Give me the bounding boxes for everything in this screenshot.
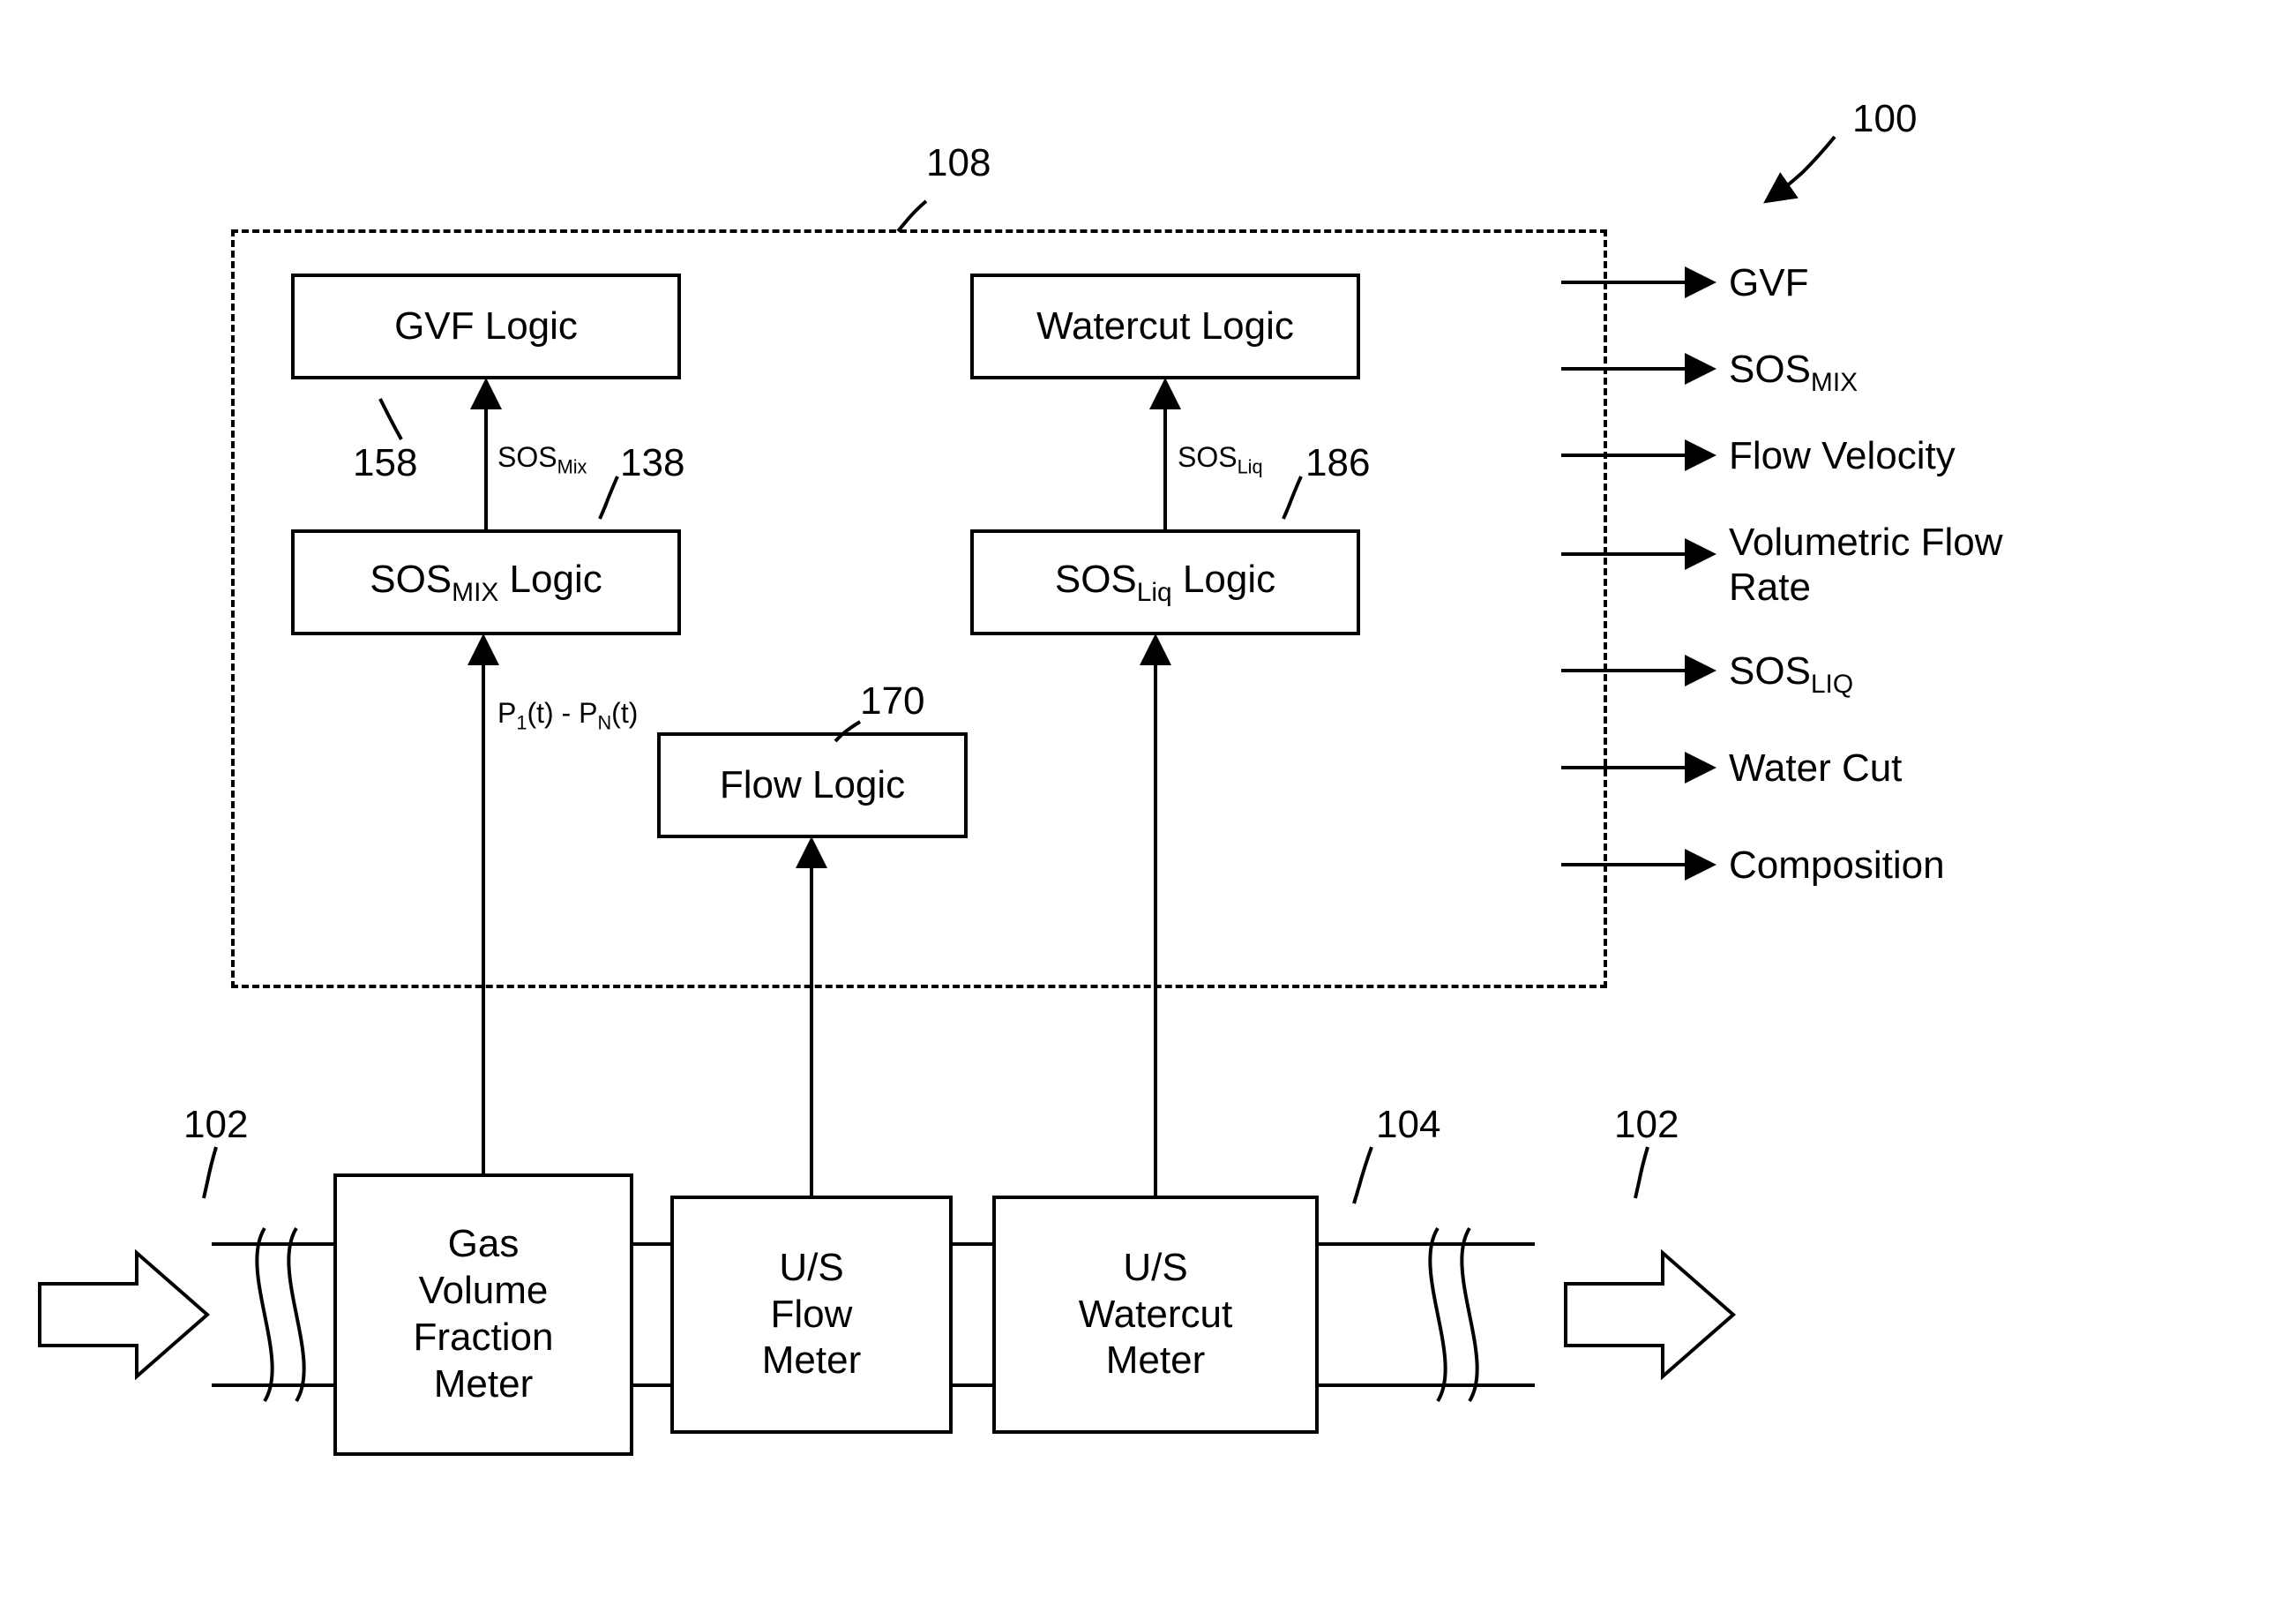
gvf-logic-label: GVF Logic — [394, 304, 578, 350]
output-watercut: Water Cut — [1729, 746, 1902, 791]
ref-100: 100 — [1852, 97, 1917, 141]
gvf-logic-box: GVF Logic — [291, 274, 681, 379]
watercut-logic-label: Watercut Logic — [1036, 304, 1294, 350]
sosmix-logic-label: SOSMIX Logic — [370, 557, 602, 609]
ref-158: 158 — [353, 441, 417, 485]
gas-volume-fraction-meter-box: Gas Volume Fraction Meter — [333, 1173, 633, 1456]
output-sosmix: SOSMIX — [1729, 348, 1858, 398]
us-watercut-meter-box: U/S Watercut Meter — [992, 1196, 1319, 1434]
output-volflow: Volumetric FlowRate — [1729, 521, 2003, 610]
ref-170: 170 — [860, 679, 924, 724]
ref-186: 186 — [1305, 441, 1370, 485]
ref-102a: 102 — [183, 1103, 248, 1147]
output-composition: Composition — [1729, 843, 1945, 888]
output-sosliq: SOSLIQ — [1729, 649, 1853, 700]
ref-138: 138 — [620, 441, 684, 485]
sosmix-logic-box: SOSMIX Logic — [291, 529, 681, 635]
us-flow-meter-label: U/S Flow Meter — [762, 1245, 861, 1384]
gv-meter-label: Gas Volume Fraction Meter — [414, 1221, 554, 1407]
watercut-logic-box: Watercut Logic — [970, 274, 1360, 379]
ref-108: 108 — [926, 141, 991, 185]
us-wc-meter-label: U/S Watercut Meter — [1079, 1245, 1232, 1384]
sosmix-arrow-label: SOSMix — [497, 441, 587, 478]
sosliq-logic-box: SOSLiq Logic — [970, 529, 1360, 635]
sosliq-arrow-label: SOSLiq — [1178, 441, 1263, 478]
flow-logic-label: Flow Logic — [720, 762, 905, 809]
p1pn-arrow-label: P1(t) - PN(t) — [497, 697, 638, 734]
output-gvf: GVF — [1729, 261, 1808, 305]
us-flow-meter-box: U/S Flow Meter — [670, 1196, 953, 1434]
sosliq-logic-label: SOSLiq Logic — [1055, 557, 1275, 609]
output-flow-velocity: Flow Velocity — [1729, 434, 1956, 478]
flow-logic-box: Flow Logic — [657, 732, 968, 838]
diagram-canvas: GVF Logic Watercut Logic SOSMIX Logic SO… — [0, 0, 2296, 1612]
ref-102b: 102 — [1614, 1103, 1679, 1147]
ref-104: 104 — [1376, 1103, 1440, 1147]
